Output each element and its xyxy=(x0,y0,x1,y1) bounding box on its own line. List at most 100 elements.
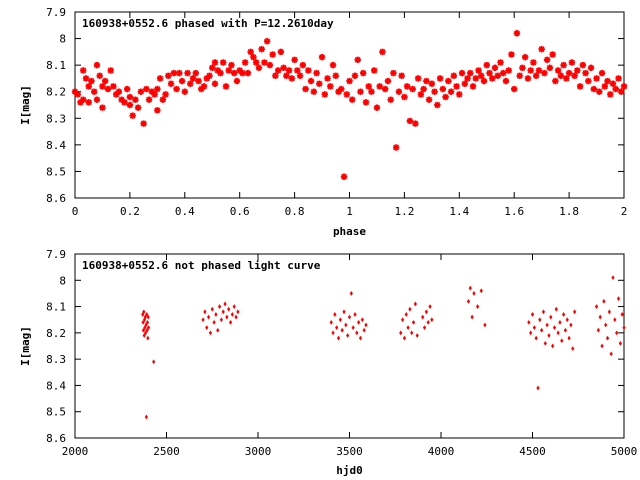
data-point xyxy=(223,301,227,307)
data-point xyxy=(200,83,208,90)
data-point xyxy=(618,88,625,95)
data-point xyxy=(340,173,348,180)
data-point xyxy=(387,96,394,103)
data-point xyxy=(331,330,335,336)
y-axis-label: I[mag] xyxy=(19,85,32,125)
data-point xyxy=(318,53,326,61)
data-point xyxy=(192,69,199,77)
data-point xyxy=(579,61,587,69)
data-point xyxy=(453,83,460,90)
data-point xyxy=(406,117,414,125)
data-point xyxy=(144,414,148,420)
data-point xyxy=(602,298,606,304)
data-point xyxy=(126,101,134,109)
data-point xyxy=(146,325,151,330)
data-point xyxy=(176,69,183,77)
data-point xyxy=(585,77,592,85)
data-point xyxy=(412,120,419,127)
data-point xyxy=(563,75,570,82)
data-point xyxy=(563,327,568,333)
data-point xyxy=(234,314,238,320)
data-point xyxy=(434,101,441,109)
x-tick-label: 2500 xyxy=(153,445,180,458)
data-point xyxy=(165,72,172,79)
data-point xyxy=(615,330,619,336)
x-axis-label: hjd0 xyxy=(336,464,363,477)
data-point xyxy=(205,325,209,330)
data-point xyxy=(349,96,356,103)
data-point xyxy=(494,72,501,79)
data-point xyxy=(426,319,430,325)
data-point xyxy=(332,72,339,79)
x-axis-label: phase xyxy=(333,225,366,238)
data-point xyxy=(428,80,436,87)
data-point xyxy=(616,296,621,302)
data-point xyxy=(211,80,219,87)
data-point xyxy=(470,314,474,320)
data-point xyxy=(307,77,315,85)
data-point xyxy=(464,75,471,82)
data-point xyxy=(409,85,416,93)
data-point xyxy=(354,56,361,64)
data-point xyxy=(620,312,624,317)
data-point xyxy=(560,61,567,69)
data-point xyxy=(146,314,150,320)
x-ticks: 2000 2500 3000 3500 4000 4500 5000 xyxy=(62,254,637,458)
data-point xyxy=(338,85,345,93)
data-point xyxy=(364,322,368,328)
data-point xyxy=(145,319,150,325)
data-point xyxy=(420,85,427,93)
y-tick-label: 8.4 xyxy=(46,379,66,392)
data-point xyxy=(145,96,153,103)
data-point xyxy=(399,330,403,336)
data-point xyxy=(368,88,375,95)
data-point xyxy=(497,59,504,66)
y-tick-label: 8.1 xyxy=(46,59,66,72)
x-tick-label: 1.6 xyxy=(504,205,524,218)
data-point xyxy=(126,93,134,101)
data-point xyxy=(417,91,425,98)
data-point xyxy=(296,72,304,79)
phased-light-curve-panel: 0 0.2 0.4 0.6 0.8 1 1.2 1.4 1.6 1.8 2 7.9 8 8.1 8.2 8.… xyxy=(19,6,627,238)
data-point xyxy=(206,314,211,320)
x-tick-label: 3000 xyxy=(245,445,272,458)
data-point xyxy=(250,53,257,61)
data-point xyxy=(313,69,320,77)
data-point xyxy=(609,351,613,357)
data-point xyxy=(285,67,293,74)
data-point xyxy=(346,77,353,85)
data-point xyxy=(206,72,213,79)
data-point xyxy=(230,312,234,317)
data-point xyxy=(305,67,312,74)
data-point xyxy=(324,75,331,82)
data-point xyxy=(258,46,265,53)
data-point xyxy=(398,72,405,79)
data-point xyxy=(615,75,622,82)
data-point xyxy=(604,322,608,328)
data-point xyxy=(208,330,213,336)
data-point xyxy=(410,330,414,336)
data-point xyxy=(365,83,372,90)
data-point xyxy=(216,327,220,333)
data-point xyxy=(355,330,359,336)
data-point xyxy=(549,51,556,58)
data-point xyxy=(261,59,268,66)
data-point xyxy=(543,340,547,346)
data-point xyxy=(227,306,231,312)
data-point xyxy=(232,304,236,309)
data-point xyxy=(376,83,383,90)
data-point xyxy=(466,298,471,304)
data-point xyxy=(121,99,128,106)
data-point xyxy=(379,48,386,56)
data-point xyxy=(347,314,352,320)
data-point xyxy=(209,64,216,71)
x-tick-label: 0.2 xyxy=(120,205,140,218)
data-point xyxy=(217,69,224,77)
x-tick-label: 3500 xyxy=(336,445,363,458)
data-point xyxy=(609,80,617,87)
y-tick-label: 8.6 xyxy=(46,432,66,445)
data-point xyxy=(596,88,603,95)
data-point xyxy=(565,317,569,323)
data-point xyxy=(476,304,480,309)
